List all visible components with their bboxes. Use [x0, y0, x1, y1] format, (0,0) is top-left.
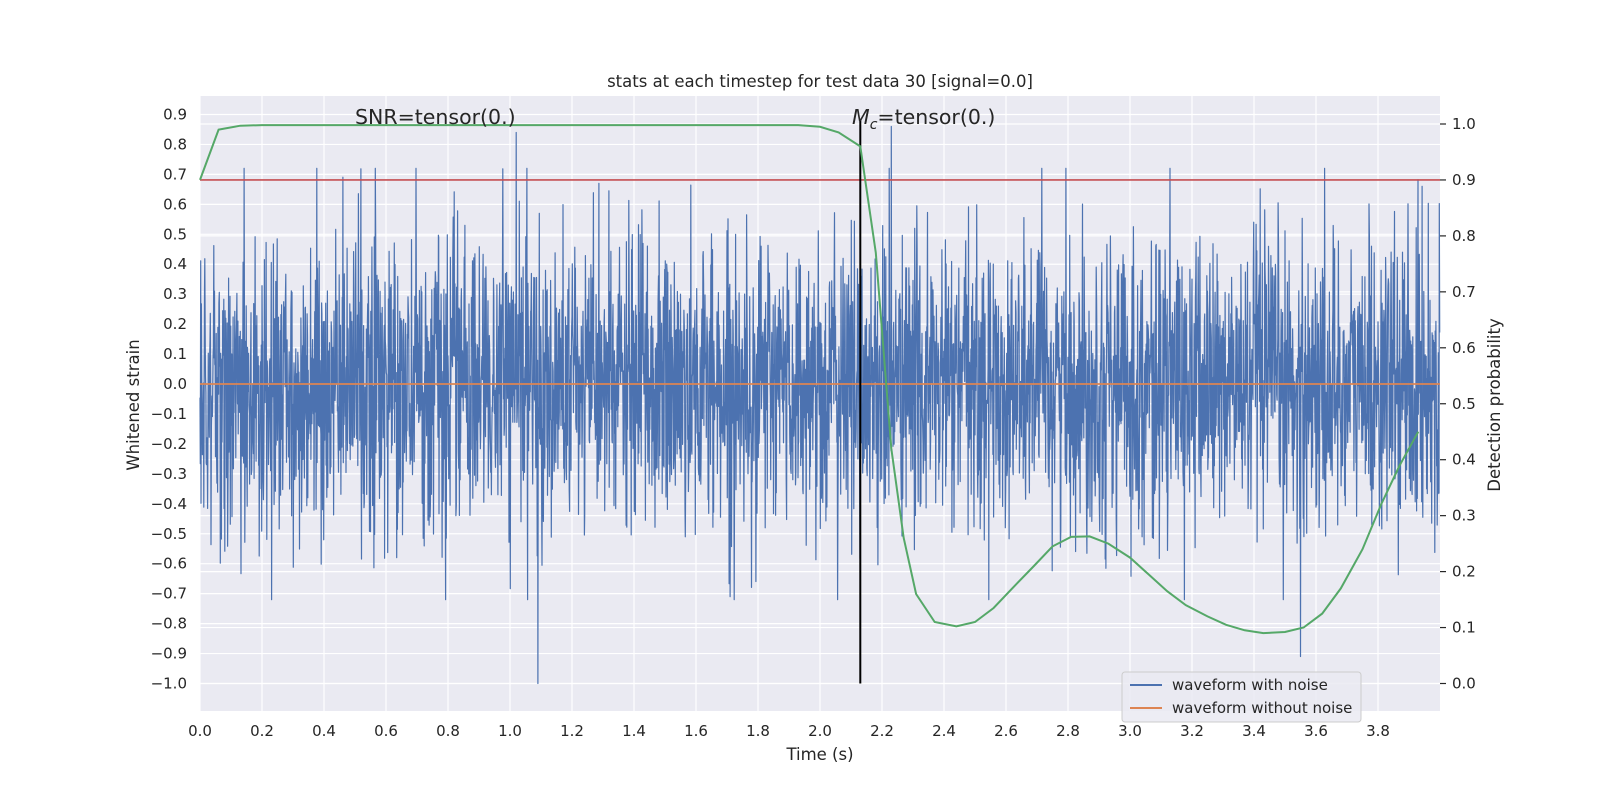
snr-annotation: SNR=tensor(0.)	[355, 105, 516, 129]
left-y-tick-label: 0.6	[163, 195, 187, 213]
x-tick-label: 1.8	[746, 722, 770, 740]
x-tick-label: 0.4	[312, 722, 336, 740]
chart-title: stats at each timestep for test data 30 …	[607, 72, 1033, 91]
x-tick-labels: 0.0 0.2 0.4 0.6 0.8 1.0 1.2 1.4 1.6 1.8 2.0 2.2 2.4 2…	[188, 722, 1390, 740]
left-y-tick-labels: 0.9 0.8 0.7 0.6 0.5 0.4 0.3 0.2 0.1 0.0 −0.1 −0.2 −0…	[151, 106, 187, 693]
legend: waveform with noise waveform without noi…	[1121, 671, 1362, 723]
right-y-tick-label: 0.3	[1452, 507, 1476, 525]
left-y-tick-label: −0.6	[151, 555, 187, 573]
right-y-tick-label: 0.8	[1452, 227, 1476, 245]
left-y-tick-label: −0.7	[151, 585, 187, 603]
x-tick-label: 2.8	[1056, 722, 1080, 740]
left-y-tick-label: 0.0	[163, 375, 187, 393]
legend-box	[1121, 671, 1362, 723]
detection-probability-series	[199, 124, 1420, 635]
x-tick-label: 1.4	[622, 722, 646, 740]
right-y-tick-label: 0.4	[1452, 451, 1476, 469]
right-y-tick-label: 0.9	[1452, 171, 1476, 189]
x-tick-label: 3.0	[1118, 722, 1142, 740]
x-tick-label: 0.2	[250, 722, 274, 740]
right-y-tick-label: 0.2	[1452, 563, 1476, 581]
left-y-tick-label: −0.9	[151, 645, 187, 663]
x-axis-label: Time (s)	[785, 745, 853, 764]
right-y-axis-label: Detection probability	[1485, 318, 1504, 492]
left-y-tick-label: −0.3	[151, 465, 187, 483]
left-y-tick-label: 0.8	[163, 135, 187, 153]
x-tick-label: 2.4	[932, 722, 956, 740]
right-y-tick-label: 0.6	[1452, 339, 1476, 357]
x-tick-label: 2.6	[994, 722, 1018, 740]
right-y-tick-label: 0.7	[1452, 283, 1476, 301]
right-y-tick-labels: 1.0 0.9 0.8 0.7 0.6 0.5 0.4 0.3 0.2 0.1 0.0	[1440, 115, 1476, 693]
x-tick-label: 3.4	[1242, 722, 1266, 740]
left-y-tick-label: −0.5	[151, 525, 187, 543]
left-y-tick-label: 0.9	[163, 106, 187, 124]
legend-clean-label: waveform without noise	[1172, 699, 1352, 717]
left-y-tick-label: 0.3	[163, 285, 187, 303]
x-tick-label: 1.6	[684, 722, 708, 740]
x-tick-label: 2.2	[870, 722, 894, 740]
x-tick-label: 0.0	[188, 722, 212, 740]
left-y-tick-label: −1.0	[151, 675, 187, 693]
left-y-tick-label: −0.8	[151, 615, 187, 633]
x-tick-label: 1.0	[498, 722, 522, 740]
left-y-tick-label: −0.4	[151, 495, 187, 513]
x-tick-label: 0.6	[374, 722, 398, 740]
left-y-axis-label: Whitened strain	[124, 339, 143, 470]
x-tick-label: 1.2	[560, 722, 584, 740]
x-tick-label: 3.8	[1366, 722, 1390, 740]
right-y-tick-label: 0.1	[1452, 619, 1476, 637]
right-y-tick-label: 0.5	[1452, 395, 1476, 413]
left-y-tick-label: 0.5	[163, 225, 187, 243]
left-y-tick-label: 0.7	[163, 165, 187, 183]
x-tick-label: 2.0	[808, 722, 832, 740]
left-y-tick-label: 0.4	[163, 255, 187, 273]
left-y-tick-label: −0.2	[151, 435, 187, 453]
chirp-mass-annotation: Mc=tensor(0.)	[852, 105, 995, 133]
x-tick-label: 3.6	[1304, 722, 1328, 740]
x-tick-label: 0.8	[436, 722, 460, 740]
left-y-tick-label: −0.1	[151, 405, 187, 423]
right-y-tick-label: 0.0	[1452, 675, 1476, 693]
x-tick-label: 3.2	[1180, 722, 1204, 740]
left-y-tick-label: 0.2	[163, 315, 187, 333]
right-y-tick-label: 1.0	[1452, 115, 1476, 133]
left-y-tick-label: 0.1	[163, 345, 187, 363]
legend-noisy-label: waveform with noise	[1172, 676, 1328, 694]
